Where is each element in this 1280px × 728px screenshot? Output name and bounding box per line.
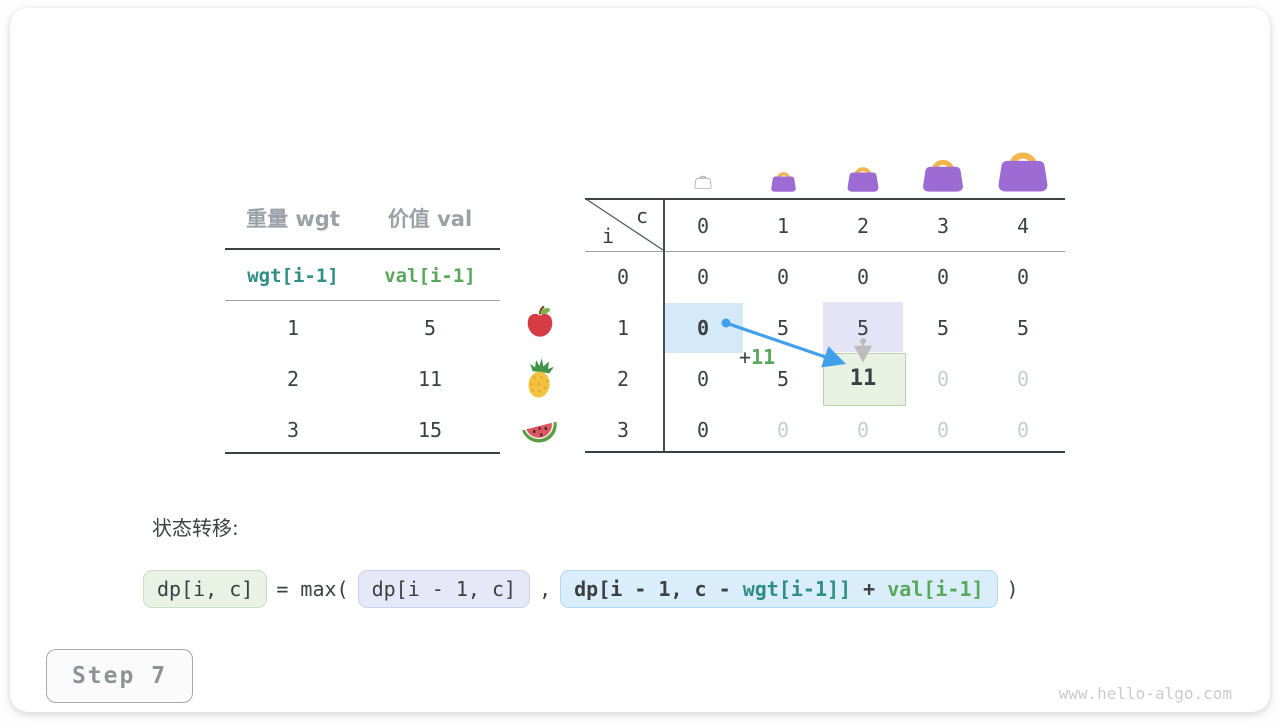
dp-row-header-1: 1 bbox=[616, 316, 630, 340]
dp-table-header-rule bbox=[585, 251, 1065, 253]
formula-arg2-val: val[i-1] bbox=[887, 577, 984, 601]
formula-arg2-prefix: dp[i - 1, c - bbox=[574, 577, 743, 601]
dp-cell-0-3: 0 bbox=[936, 265, 950, 289]
items-table-header-rule bbox=[225, 248, 500, 250]
item-1-value: 5 bbox=[423, 316, 437, 340]
dp-col-header-1: 1 bbox=[776, 214, 790, 238]
pineapple-icon bbox=[520, 357, 558, 399]
items-col-header-value: 价值 val bbox=[387, 207, 473, 231]
bag-xlarge-icon bbox=[996, 144, 1050, 192]
dp-col-header-0: 0 bbox=[696, 214, 710, 238]
dp-row-header-0: 0 bbox=[616, 265, 630, 289]
watermark: www.hello-algo.com bbox=[1058, 684, 1232, 703]
formula-equals-max: = max( bbox=[276, 577, 349, 601]
item-2-value: 11 bbox=[417, 367, 443, 391]
dp-cell-2-2: 11 bbox=[849, 366, 877, 391]
item-3-weight: 3 bbox=[286, 418, 300, 442]
dp-table-top-rule bbox=[585, 198, 1065, 200]
formula-arg2-plus: + bbox=[851, 577, 888, 601]
dp-cell-3-3: 0 bbox=[936, 418, 950, 442]
dp-cell-3-2: 0 bbox=[856, 418, 870, 442]
dp-corner-col-label: c bbox=[635, 204, 649, 228]
dp-row-header-3: 3 bbox=[616, 418, 630, 442]
plus-sign: + bbox=[739, 345, 752, 369]
dp-cell-0-4: 0 bbox=[1016, 265, 1030, 289]
dp-col-header-3: 3 bbox=[936, 214, 950, 238]
items-col-header-weight: 重量 wgt bbox=[246, 207, 340, 231]
dp-cell-3-0: 0 bbox=[696, 418, 710, 442]
formula-close-paren: ) bbox=[1006, 577, 1019, 601]
dp-corner-row-label: i bbox=[601, 224, 615, 248]
dp-cell-2-0: 0 bbox=[696, 367, 710, 391]
item-1-weight: 1 bbox=[286, 316, 300, 340]
bag-empty-icon bbox=[694, 172, 712, 189]
dp-row-header-2: 2 bbox=[616, 367, 630, 391]
dp-table-vertical-rule bbox=[663, 198, 665, 451]
items-formula-val: val[i-1] bbox=[384, 265, 476, 287]
dp-cell-1-3: 5 bbox=[936, 316, 950, 340]
formula-arg1-token: dp[i - 1, c] bbox=[357, 570, 531, 608]
formula-result-token: dp[i, c] bbox=[143, 570, 268, 608]
transition-formula: dp[i, c] = max( dp[i - 1, c] , dp[i - 1,… bbox=[143, 568, 1028, 610]
bag-small-icon bbox=[770, 168, 797, 192]
item-2-weight: 2 bbox=[286, 367, 300, 391]
apple-icon bbox=[523, 305, 557, 339]
dp-cell-0-1: 0 bbox=[776, 265, 790, 289]
dp-cell-1-2: 5 bbox=[856, 316, 870, 340]
dp-cell-2-3: 0 bbox=[936, 367, 950, 391]
transition-title: 状态转移: bbox=[152, 516, 239, 540]
items-table-mid-rule bbox=[225, 300, 500, 302]
item-3-value: 15 bbox=[417, 418, 443, 442]
plus-value-annotation: +11 bbox=[739, 344, 809, 370]
dp-cell-3-1: 0 bbox=[776, 418, 790, 442]
formula-comma: , bbox=[539, 577, 552, 601]
formula-arg2-wgt: wgt[i-1]] bbox=[742, 577, 852, 601]
dp-cell-3-4: 0 bbox=[1016, 418, 1030, 442]
dp-cell-1-4: 5 bbox=[1016, 316, 1030, 340]
diagram-card: 重量 wgt 价值 val wgt[i-1] val[i-1] 1 5 2 11… bbox=[10, 8, 1270, 712]
bag-medium-icon bbox=[846, 162, 880, 192]
dp-cell-0-0: 0 bbox=[696, 265, 710, 289]
dp-col-header-2: 2 bbox=[856, 214, 870, 238]
items-table-bottom-rule bbox=[225, 452, 500, 454]
dp-col-header-4: 4 bbox=[1016, 214, 1030, 238]
formula-arg2-token: dp[i - 1, c - wgt[i-1]] + val[i-1] bbox=[560, 570, 998, 608]
step-badge: Step 7 bbox=[46, 649, 193, 703]
dp-table-bottom-rule bbox=[585, 451, 1065, 453]
dp-cell-1-0: 0 bbox=[696, 316, 710, 340]
dp-cell-0-2: 0 bbox=[856, 265, 870, 289]
dp-cell-2-1: 5 bbox=[776, 367, 790, 391]
watermelon-icon bbox=[520, 412, 560, 448]
items-formula-wgt: wgt[i-1] bbox=[247, 265, 339, 287]
plus-value: 11 bbox=[751, 345, 776, 369]
dp-cell-2-4: 0 bbox=[1016, 367, 1030, 391]
bag-large-icon bbox=[921, 153, 965, 192]
